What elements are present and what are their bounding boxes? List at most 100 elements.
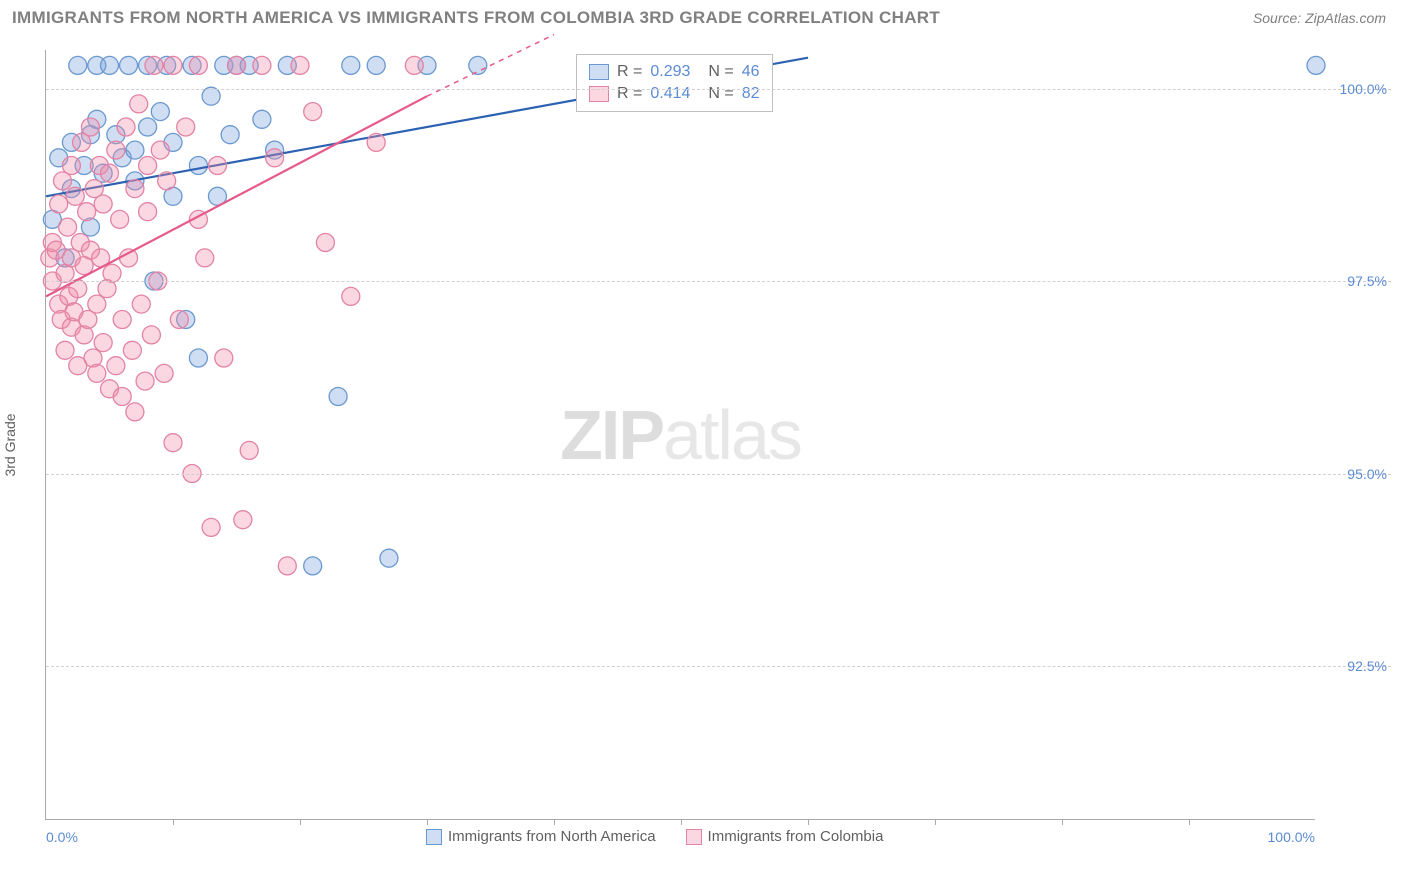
- scatter-point: [59, 218, 77, 236]
- scatter-point: [62, 157, 80, 175]
- legend-item-0: Immigrants from North America: [426, 828, 656, 845]
- stats-swatch-0: [589, 64, 609, 80]
- scatter-point: [145, 56, 163, 74]
- scatter-point: [117, 118, 135, 136]
- ytick-label: 100.0%: [1340, 81, 1387, 97]
- chart-source: Source: ZipAtlas.com: [1253, 10, 1386, 26]
- xtick: [300, 819, 301, 825]
- scatter-point: [170, 311, 188, 329]
- xtick: [554, 819, 555, 825]
- ytick-label: 97.5%: [1347, 273, 1387, 289]
- xtick: [808, 819, 809, 825]
- xtick: [935, 819, 936, 825]
- scatter-point: [405, 56, 423, 74]
- scatter-point: [367, 56, 385, 74]
- xtick: [173, 819, 174, 825]
- scatter-point: [234, 511, 252, 529]
- gridline-h: [46, 666, 1391, 667]
- y-axis-label: 3rd Grade: [2, 413, 18, 476]
- scatter-point: [253, 56, 271, 74]
- scatter-point: [304, 557, 322, 575]
- gridline-h: [46, 89, 1391, 90]
- stats-legend-box: R = 0.293 N = 46 R = 0.414 N = 82: [576, 54, 773, 112]
- scatter-point: [111, 210, 129, 228]
- scatter-point: [66, 187, 84, 205]
- stats-row-0: R = 0.293 N = 46: [589, 61, 760, 83]
- scatter-point: [221, 126, 239, 144]
- scatter-point: [142, 326, 160, 344]
- scatter-point: [189, 157, 207, 175]
- legend-swatch-1: [686, 829, 702, 845]
- scatter-point: [126, 403, 144, 421]
- scatter-point: [113, 311, 131, 329]
- scatter-point: [126, 141, 144, 159]
- scatter-point: [158, 172, 176, 190]
- scatter-point: [196, 249, 214, 267]
- scatter-point: [107, 141, 125, 159]
- scatter-point: [329, 388, 347, 406]
- scatter-point: [367, 133, 385, 151]
- scatter-point: [139, 118, 157, 136]
- scatter-point: [151, 103, 169, 121]
- scatter-point: [113, 388, 131, 406]
- legend-item-1: Immigrants from Colombia: [686, 828, 884, 845]
- scatter-point: [155, 364, 173, 382]
- xtick: [1189, 819, 1190, 825]
- legend-swatch-0: [426, 829, 442, 845]
- scatter-point: [278, 557, 296, 575]
- bottom-legend: Immigrants from North America Immigrants…: [426, 828, 883, 845]
- xtick: [681, 819, 682, 825]
- scatter-point: [151, 141, 169, 159]
- scatter-point: [94, 334, 112, 352]
- xtick: [1062, 819, 1063, 825]
- scatter-point: [94, 195, 112, 213]
- scatter-point: [253, 110, 271, 128]
- scatter-point: [164, 56, 182, 74]
- scatter-point: [380, 549, 398, 567]
- plot-area: ZIPatlas R = 0.293 N = 46 R = 0.414 N = …: [45, 50, 1315, 820]
- ytick-label: 92.5%: [1347, 658, 1387, 674]
- scatter-point: [202, 518, 220, 536]
- scatter-point: [126, 180, 144, 198]
- scatter-point: [266, 149, 284, 167]
- scatter-point: [291, 56, 309, 74]
- scatter-point: [50, 195, 68, 213]
- chart-container: 3rd Grade ZIPatlas R = 0.293 N = 46 R = …: [45, 50, 1390, 840]
- stats-r-value-0: 0.293: [650, 63, 690, 81]
- scatter-point: [56, 341, 74, 359]
- xtick: [427, 819, 428, 825]
- scatter-point: [130, 95, 148, 113]
- ytick-label: 95.0%: [1347, 466, 1387, 482]
- scatter-point: [132, 295, 150, 313]
- trend-line-dashed: [427, 35, 554, 97]
- scatter-point: [123, 341, 141, 359]
- scatter-point: [202, 87, 220, 105]
- scatter-point: [164, 434, 182, 452]
- scatter-point: [189, 349, 207, 367]
- scatter-point: [189, 56, 207, 74]
- scatter-point: [107, 357, 125, 375]
- scatter-point: [101, 164, 119, 182]
- scatter-point: [342, 287, 360, 305]
- scatter-point: [69, 56, 87, 74]
- scatter-point: [240, 441, 258, 459]
- legend-label-0: Immigrants from North America: [448, 828, 656, 845]
- chart-header: IMMIGRANTS FROM NORTH AMERICA VS IMMIGRA…: [0, 0, 1406, 32]
- scatter-point: [136, 372, 154, 390]
- scatter-point: [103, 264, 121, 282]
- scatter-point: [101, 56, 119, 74]
- scatter-point: [88, 364, 106, 382]
- gridline-h: [46, 281, 1391, 282]
- scatter-point: [208, 157, 226, 175]
- scatter-point: [120, 249, 138, 267]
- stats-n-label-0: N =: [708, 63, 733, 81]
- scatter-point: [139, 203, 157, 221]
- stats-row-1: R = 0.414 N = 82: [589, 83, 760, 105]
- x-axis-max-label: 100.0%: [1268, 829, 1315, 845]
- scatter-point: [316, 234, 334, 252]
- scatter-point: [81, 118, 99, 136]
- scatter-point: [78, 203, 96, 221]
- gridline-h: [46, 474, 1391, 475]
- chart-title: IMMIGRANTS FROM NORTH AMERICA VS IMMIGRA…: [12, 8, 940, 28]
- scatter-svg: [46, 50, 1316, 820]
